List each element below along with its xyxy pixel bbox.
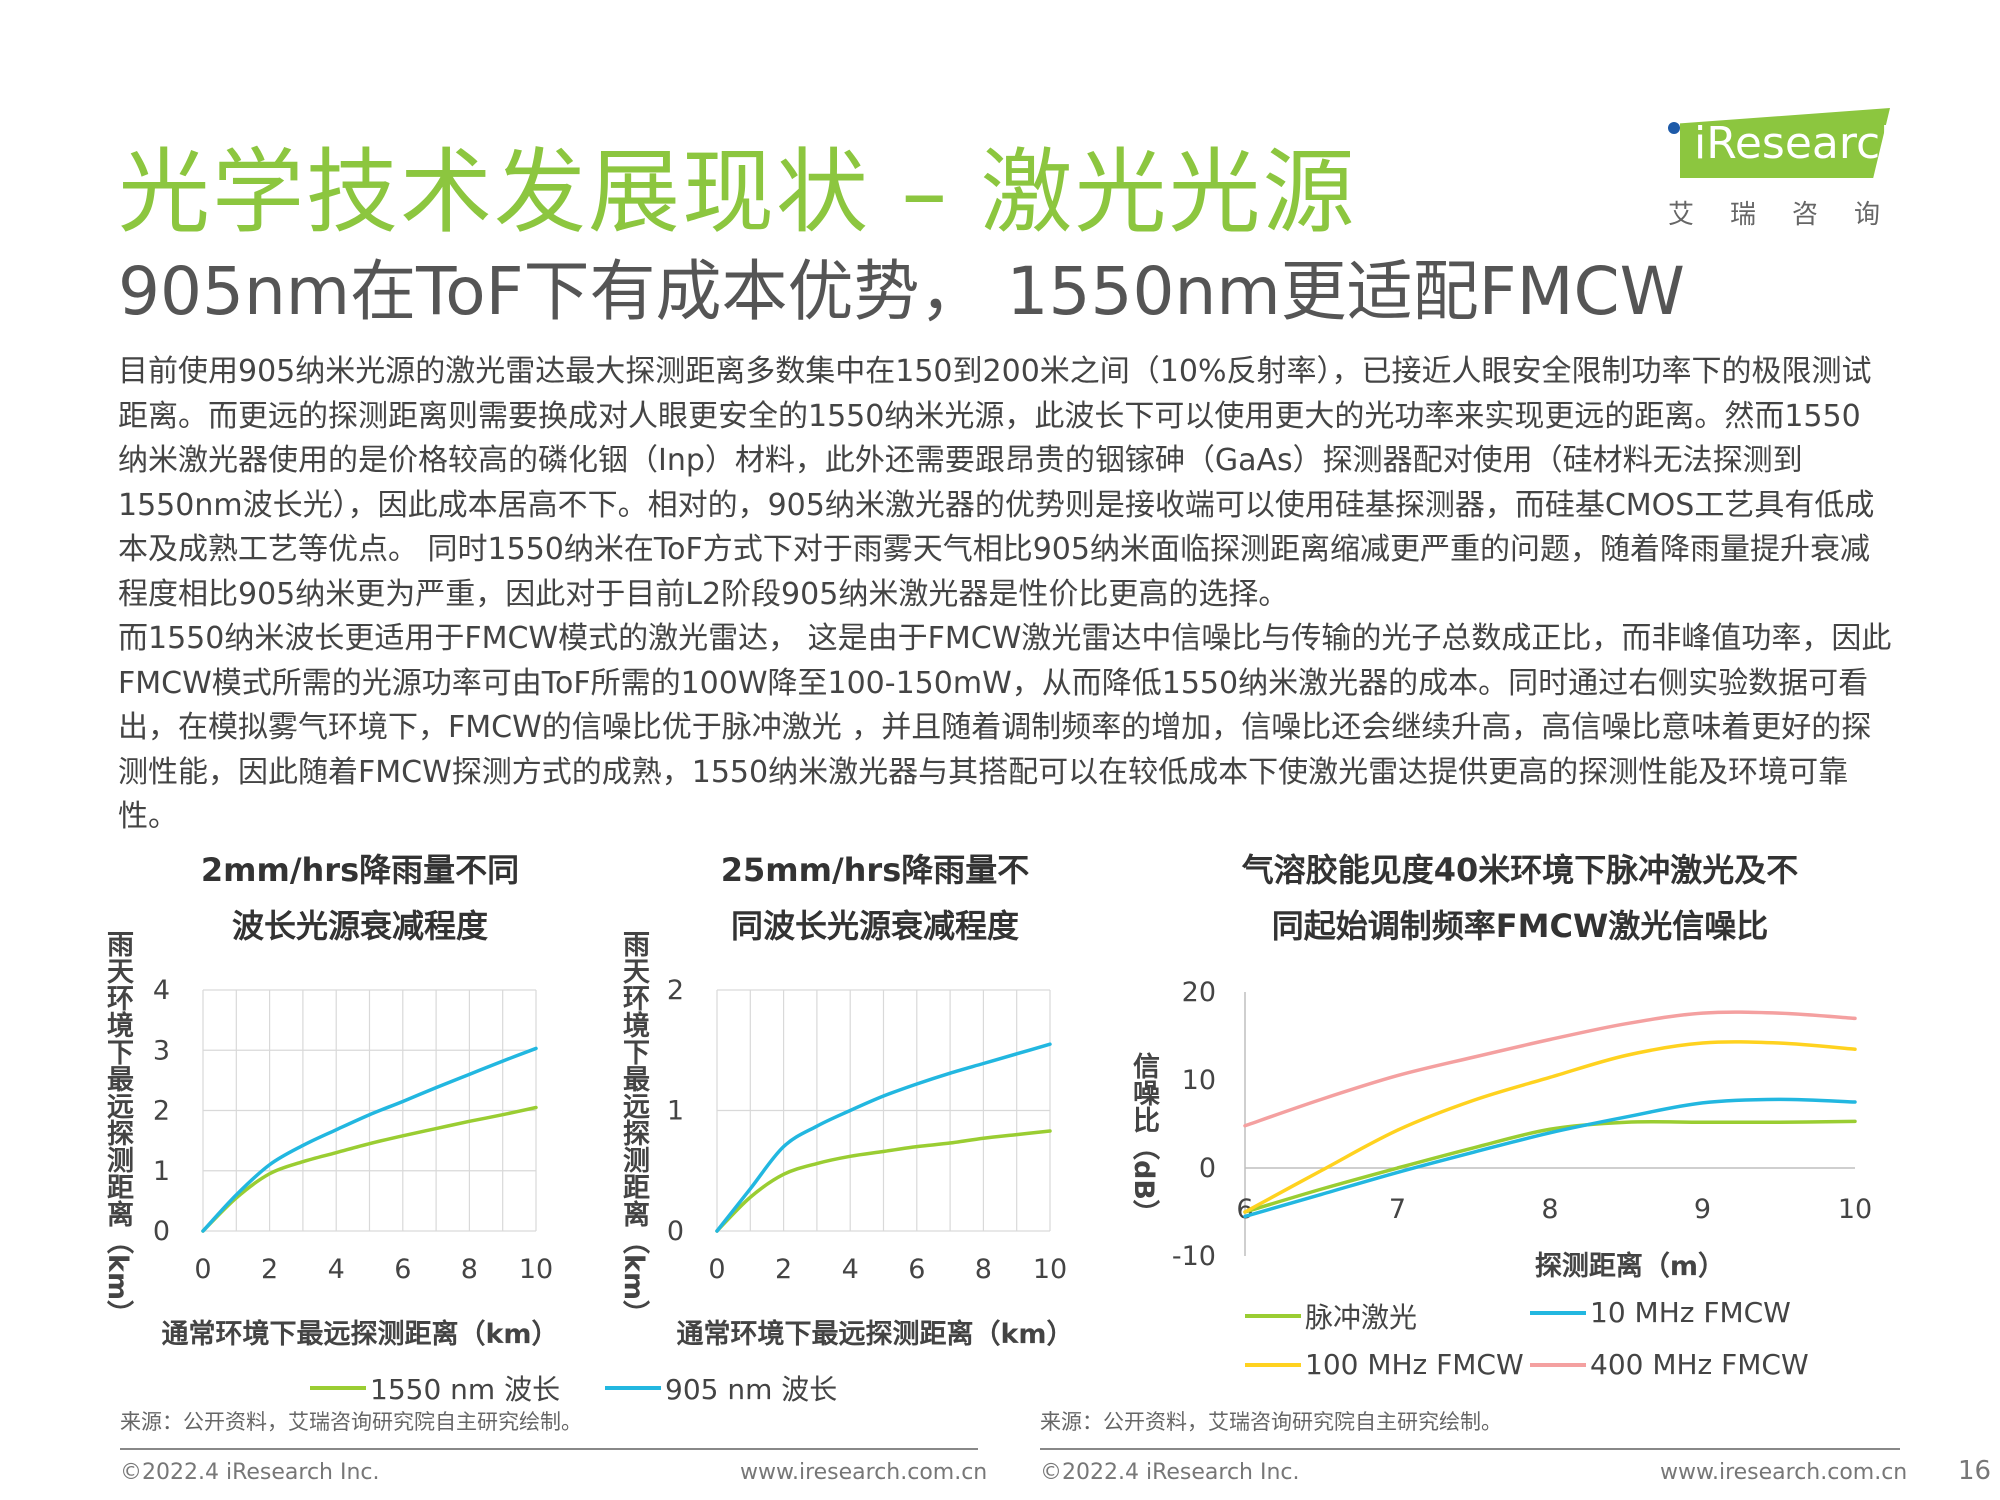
chart1-title-line2: 波长光源衰减程度 <box>231 907 488 945</box>
chart3-series-line-1 <box>1243 1119 1857 1214</box>
chart1-y-tick-label: 4 <box>153 975 170 1006</box>
body-text: 目前使用905纳米光源的激光雷达最大探测距离多数集中在150到200米之间（10… <box>118 350 1898 840</box>
chart3-series-line-4 <box>1243 1010 1857 1128</box>
iresearch-logo: iResearch 艾瑞咨询 <box>1660 108 1910 230</box>
legend-label-400mhz: 400 MHz FMCW <box>1590 1348 1809 1381</box>
legend-swatch-1550 <box>310 1386 366 1390</box>
chart2-y-tick-label: 2 <box>667 975 684 1006</box>
legend-swatch-905 <box>605 1386 661 1390</box>
chart3-x-tick-label: 6 <box>1236 1194 1253 1225</box>
chart2-x-tick-label: 10 <box>1033 1254 1067 1285</box>
chart3-title-line1: 气溶胶能见度40米环境下脉冲激光及不 <box>1241 851 1799 889</box>
legend-label-1550: 1550 nm 波长 <box>370 1373 561 1406</box>
legend-10mhz: 10 MHz FMCW <box>1530 1296 1791 1329</box>
source-left: 来源：公开资料，艾瑞咨询研究院自主研究绘制。 <box>120 1410 582 1434</box>
chart2-x-tick-label: 2 <box>775 1254 792 1285</box>
legend-pulse: 脉冲激光 <box>1245 1296 1417 1336</box>
chart2-x-tick-label: 4 <box>842 1254 859 1285</box>
legend-swatch-10mhz <box>1530 1310 1586 1315</box>
chart3-y-tick-label: 20 <box>1182 977 1216 1008</box>
chart1-title: 2mm/hrs降雨量不同 波长光源衰减程度 <box>150 842 570 954</box>
chart1-y-tick-label: 3 <box>153 1035 170 1066</box>
chart1-y-tick-label: 1 <box>153 1156 170 1187</box>
page-number: 16 <box>1958 1456 1992 1486</box>
legend-swatch-400mhz <box>1530 1362 1586 1367</box>
footer-copyright-right: ©2022.4 iResearch Inc. <box>1040 1460 1300 1485</box>
legend-label-905: 905 nm 波长 <box>665 1373 838 1406</box>
chart2-x-axis-label: 通常环境下最远探测距离（km） <box>676 1319 1074 1350</box>
chart3-title: 气溶胶能见度40米环境下脉冲激光及不 同起始调制频率FMCW激光信噪比 <box>1180 842 1860 954</box>
paragraph-2: 而1550纳米波长更适用于FMCW模式的激光雷达， 这是由于FMCW激光雷达中信… <box>118 621 1892 834</box>
legend-100mhz: 100 MHz FMCW <box>1245 1348 1524 1381</box>
chart2-series-line-2 <box>715 1042 1052 1233</box>
legend-label-10mhz: 10 MHz FMCW <box>1590 1296 1791 1329</box>
legend-swatch-pulse <box>1245 1314 1301 1318</box>
chart1-title-line1: 2mm/hrs降雨量不同 <box>200 851 520 889</box>
footer-copyright-left: ©2022.4 iResearch Inc. <box>120 1460 380 1485</box>
chart2-x-tick-label: 6 <box>908 1254 925 1285</box>
chart3-title-line2: 同起始调制频率FMCW激光信噪比 <box>1271 907 1769 945</box>
legend-label-pulse: 脉冲激光 <box>1305 1301 1418 1334</box>
chart3-y-tick-label: 10 <box>1182 1065 1216 1096</box>
chart3-x-tick-label: 9 <box>1694 1194 1711 1225</box>
chart1-x-tick-label: 4 <box>328 1254 345 1285</box>
chart3-y-tick-label: -10 <box>1172 1241 1216 1272</box>
chart1-y-tick-label: 0 <box>153 1216 170 1247</box>
chart1-x-axis-label: 通常环境下最远探测距离（km） <box>161 1319 559 1350</box>
chart1-x-tick-label: 8 <box>461 1254 478 1285</box>
chart1-series-line-1 <box>201 1105 538 1233</box>
chart3-x-tick-label: 7 <box>1389 1194 1406 1225</box>
chart1-x-tick-label: 10 <box>519 1254 553 1285</box>
chart2-title-line2: 同波长光源衰减程度 <box>730 907 1019 945</box>
footer-website-left: www.iresearch.com.cn <box>740 1460 988 1485</box>
page-subtitle: 905nm在ToF下有成本优势， 1550nm更适配FMCW <box>118 253 1685 330</box>
footer-rule-right <box>1040 1448 1900 1450</box>
chart2-y-tick-label: 0 <box>667 1216 684 1247</box>
legend-905: 905 nm 波长 <box>605 1368 837 1408</box>
chart3-x-axis-label: 探测距离（m） <box>1534 1251 1726 1282</box>
chart2-title-line1: 25mm/hrs降雨量不 <box>720 851 1030 889</box>
chart1-x-tick-label: 2 <box>261 1254 278 1285</box>
chart1-x-tick-label: 0 <box>194 1254 211 1285</box>
chart3-x-tick-label: 10 <box>1838 1194 1872 1225</box>
source-right: 来源：公开资料，艾瑞咨询研究院自主研究绘制。 <box>1040 1410 1502 1434</box>
chart1-y-tick-label: 2 <box>153 1096 170 1127</box>
legend-1550: 1550 nm 波长 <box>310 1368 560 1408</box>
logo-text: iResearch <box>1694 118 1909 169</box>
chart1-x-tick-label: 6 <box>394 1254 411 1285</box>
chart3-y-tick-label: 0 <box>1199 1153 1216 1184</box>
chart2-y-tick-label: 1 <box>667 1096 684 1127</box>
paragraph-1: 目前使用905纳米光源的激光雷达最大探测距离多数集中在150到200米之间（10… <box>118 354 1875 612</box>
chart2-y-axis-label: 雨天环境下最远探测距离（km） <box>618 930 649 1328</box>
chart3-series-line-2 <box>1243 1097 1857 1219</box>
logo-dot-icon <box>1668 122 1680 134</box>
footer-rule-left <box>120 1448 978 1450</box>
chart2-x-tick-label: 0 <box>708 1254 725 1285</box>
legend-swatch-100mhz <box>1245 1362 1301 1367</box>
page-title: 光学技术发展现状 – 激光光源 <box>118 139 1357 246</box>
chart2-series-line-1 <box>715 1129 1052 1233</box>
chart1-series-line-2 <box>201 1046 538 1233</box>
chart3-x-tick-label: 8 <box>1541 1194 1558 1225</box>
chart2-title: 25mm/hrs降雨量不 同波长光源衰减程度 <box>665 842 1085 954</box>
chart3-series-line-3 <box>1243 1040 1857 1214</box>
legend-400mhz: 400 MHz FMCW <box>1530 1348 1809 1381</box>
chart3-y-axis-label: 信噪比（dB） <box>1128 1052 1159 1227</box>
legend-label-100mhz: 100 MHz FMCW <box>1305 1348 1524 1381</box>
logo-subtext: 艾瑞咨询 <box>1668 200 1917 230</box>
chart2-x-tick-label: 8 <box>975 1254 992 1285</box>
footer-website-right: www.iresearch.com.cn <box>1660 1460 1908 1485</box>
chart1-y-axis-label: 雨天环境下最远探测距离（km） <box>102 930 133 1328</box>
